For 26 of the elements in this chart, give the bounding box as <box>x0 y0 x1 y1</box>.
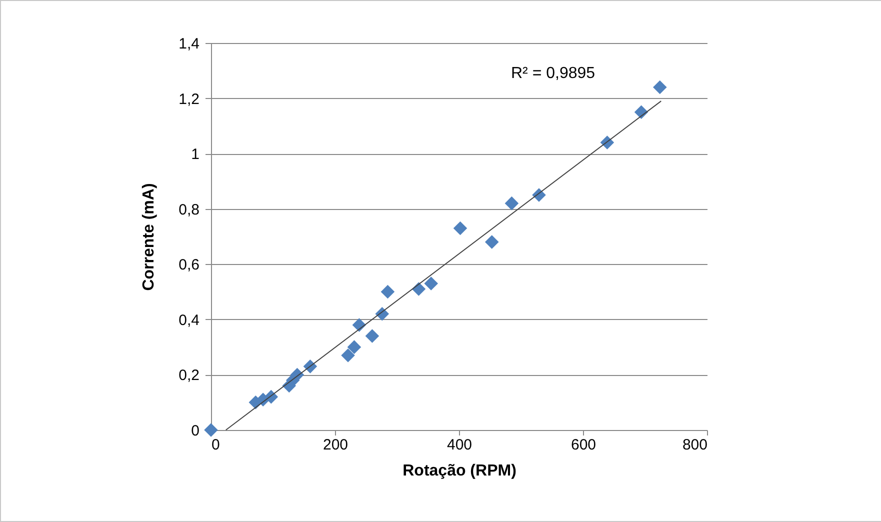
point <box>347 340 362 354</box>
y-tick-label: 0,4 <box>178 312 200 329</box>
annotation: R² = 0,9895 <box>511 65 596 82</box>
y-tick-label: 1,4 <box>178 36 200 52</box>
y-tick-label: 1,2 <box>178 90 200 108</box>
point <box>652 80 667 94</box>
y-tick-label: 0,2 <box>178 367 200 384</box>
y-tick-label: 0,8 <box>178 201 200 218</box>
x-axis-title: Rotação (RPM) <box>402 462 516 480</box>
point <box>484 235 499 249</box>
point <box>204 423 218 437</box>
point <box>380 284 395 299</box>
x-tick-label: 800 <box>682 436 708 454</box>
point <box>365 329 380 343</box>
x-tick-label: 400 <box>446 436 472 454</box>
point <box>504 196 519 210</box>
y-tick-label: 0,6 <box>178 256 200 274</box>
x-tick-label: 600 <box>570 436 596 454</box>
y-tick-label: 0 <box>191 422 200 440</box>
point <box>424 276 438 290</box>
point <box>341 348 355 362</box>
y-tick-label: 1 <box>191 146 200 164</box>
y-axis-title: Corrente (mA) <box>140 183 158 291</box>
x-tick-label: 200 <box>322 436 348 454</box>
x-tick-label: 0 <box>212 436 220 454</box>
point <box>453 221 468 236</box>
